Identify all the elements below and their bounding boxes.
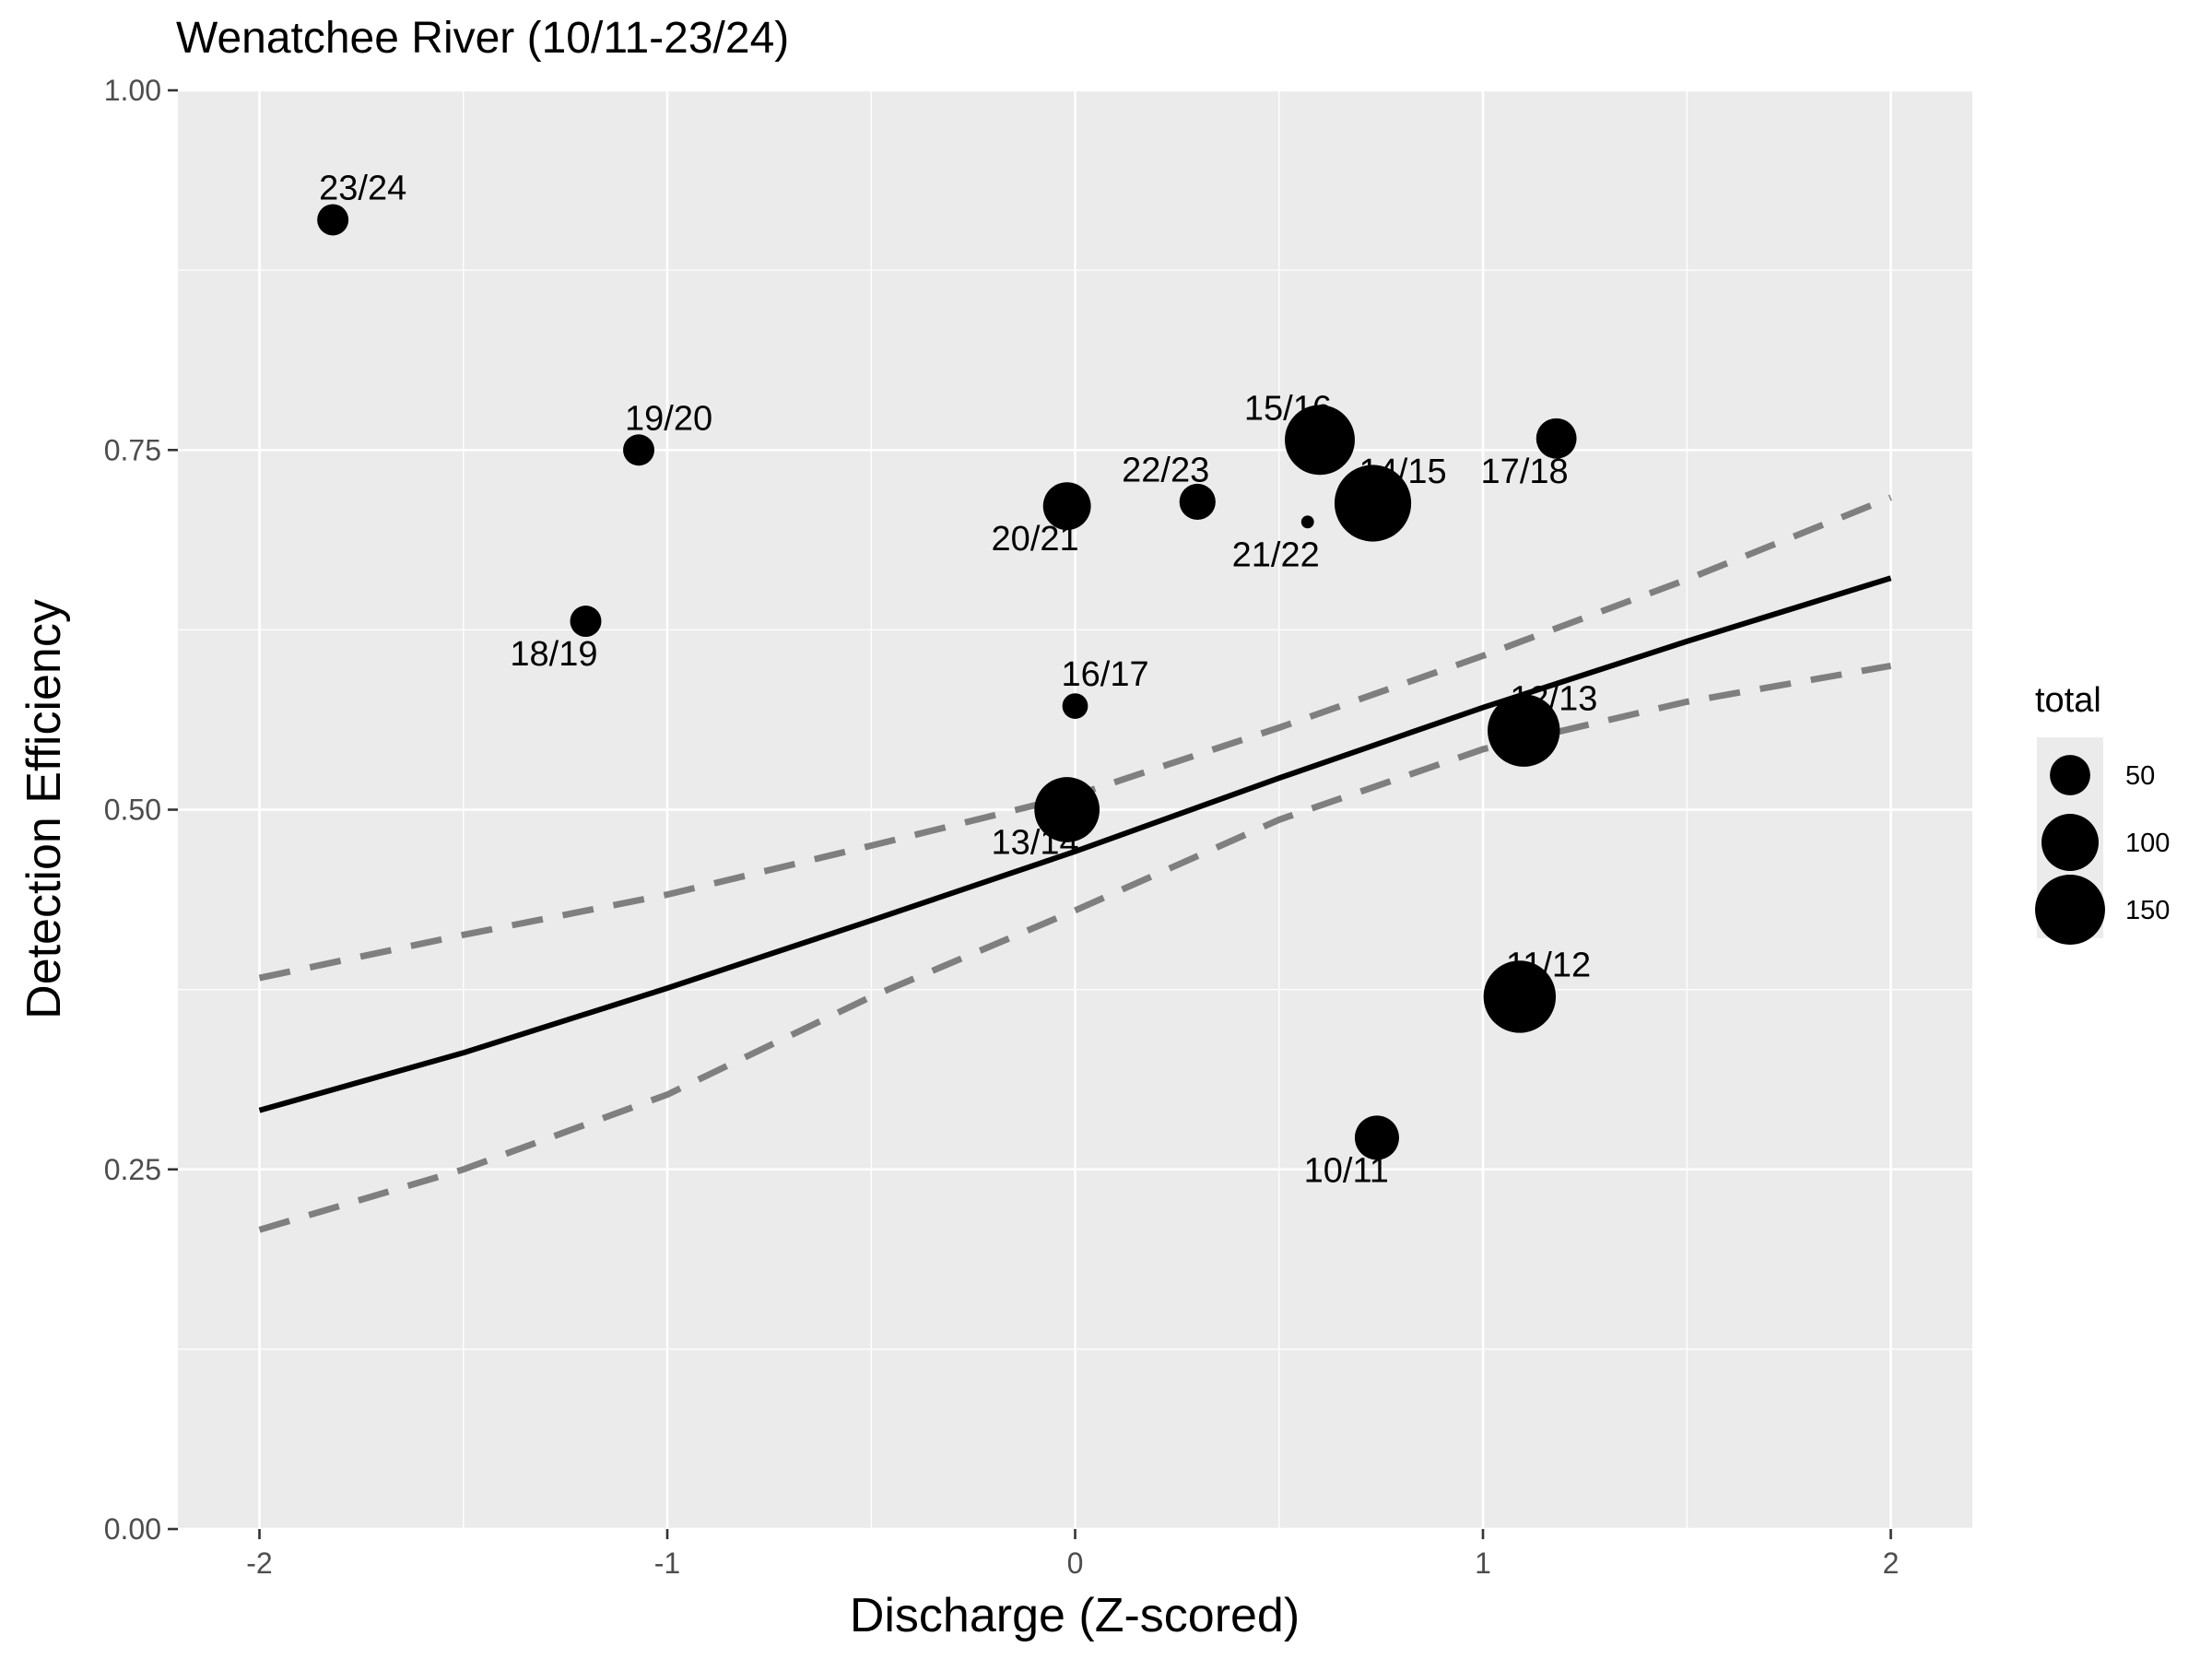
ci-lower-line xyxy=(258,662,1892,1233)
data-point xyxy=(1285,405,1355,476)
data-point-label: 15/16 xyxy=(1244,389,1332,428)
legend-label: 100 xyxy=(2125,829,2170,858)
data-point-label: 22/23 xyxy=(1122,451,1209,489)
data-point-label: 19/20 xyxy=(625,399,712,438)
data-point-label: 13/14 xyxy=(992,824,1079,863)
data-point xyxy=(1483,960,1557,1033)
y-tick-label: 1.00 xyxy=(104,74,161,107)
data-point-label: 11/12 xyxy=(1506,946,1591,984)
y-tick-label: 0.00 xyxy=(104,1512,161,1546)
data-point xyxy=(1535,418,1577,459)
data-point xyxy=(623,434,655,466)
x-tick-label: 1 xyxy=(1475,1547,1491,1580)
data-point-labels: 10/11 11/12 12/13 13/14 14/15 15/16 16/17 17/18… xyxy=(319,169,1597,1190)
data-point-label: 12/13 xyxy=(1510,680,1597,719)
x-axis-title: Discharge (Z-scored) xyxy=(850,1589,1300,1642)
data-point xyxy=(1300,515,1314,529)
legend-label: 150 xyxy=(2125,896,2170,925)
data-point xyxy=(1334,465,1412,542)
y-tick-label: 0.25 xyxy=(104,1153,161,1186)
x-tick-label: 2 xyxy=(1883,1547,1900,1580)
legend-title: total xyxy=(2035,681,2101,720)
data-point-label: 16/17 xyxy=(1062,655,1149,694)
x-tick-label: 0 xyxy=(1067,1547,1084,1580)
data-point xyxy=(317,204,349,236)
data-point-label: 14/15 xyxy=(1359,453,1447,491)
legend-key xyxy=(2050,755,2090,795)
data-point-label: 23/24 xyxy=(319,169,406,207)
y-tick-label: 0.75 xyxy=(104,433,161,466)
data-point xyxy=(1062,693,1088,719)
data-point-label: 21/22 xyxy=(1232,535,1320,574)
x-tick-label: -2 xyxy=(246,1547,272,1580)
fit-line xyxy=(258,575,1892,1113)
data-point-label: 10/11 xyxy=(1304,1151,1389,1190)
data-point-label: 20/21 xyxy=(992,520,1079,559)
data-point-label: 17/18 xyxy=(1481,453,1569,491)
data-point xyxy=(1034,777,1100,842)
legend-label: 50 xyxy=(2125,761,2155,791)
chart-title: Wenatchee River (10/11-23/24) xyxy=(176,14,789,63)
x-axis: -2 -1 0 1 2 xyxy=(246,1529,1899,1580)
legend-key xyxy=(2035,875,2105,945)
data-point xyxy=(570,606,602,637)
data-point xyxy=(1354,1115,1399,1160)
y-tick-label: 0.50 xyxy=(104,794,161,827)
data-point xyxy=(1179,483,1216,521)
x-tick-label: -1 xyxy=(654,1547,680,1580)
y-axis-title: Detection Efficiency xyxy=(18,599,71,1019)
data-point-label: 18/19 xyxy=(510,635,597,674)
legend-entries: 50 100 150 xyxy=(2035,755,2170,945)
data-point xyxy=(1488,694,1560,767)
data-point xyxy=(1042,482,1091,531)
legend-key xyxy=(2041,814,2099,871)
fit-line-group xyxy=(258,575,1892,1113)
data-points xyxy=(317,204,1577,1160)
y-axis: 0.00 0.25 0.50 0.75 1.00 xyxy=(104,74,178,1546)
size-legend: total 50 100 150 xyxy=(2035,681,2170,945)
